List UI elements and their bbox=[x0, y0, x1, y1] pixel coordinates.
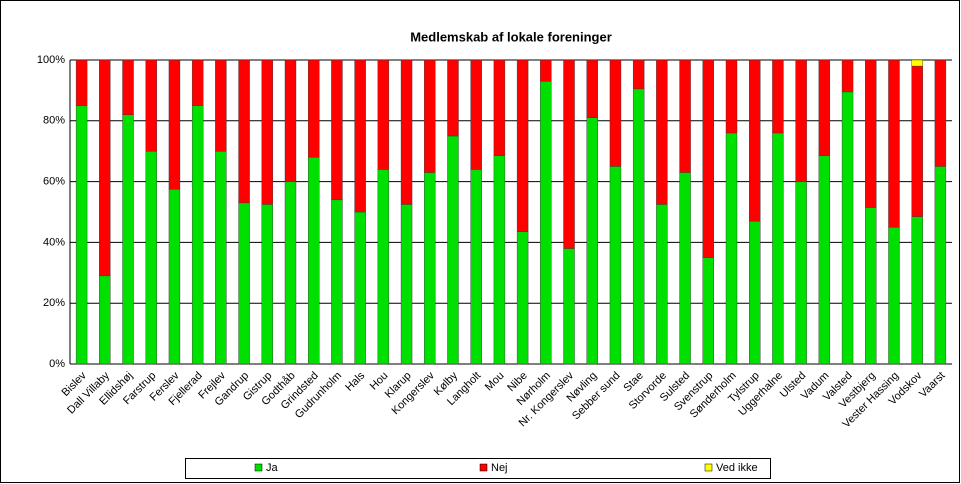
bar-segment bbox=[934, 59, 947, 167]
bar-segment bbox=[377, 169, 390, 365]
legend-box bbox=[185, 458, 771, 479]
bar-segment bbox=[911, 65, 923, 217]
bar-segment bbox=[447, 59, 459, 137]
bar-segment bbox=[122, 114, 134, 365]
bar-segment bbox=[424, 172, 436, 365]
bar-segment bbox=[447, 135, 459, 365]
bar-segment bbox=[145, 150, 157, 365]
bar-segment bbox=[470, 169, 482, 365]
bar-segment bbox=[377, 59, 390, 170]
bar-segment bbox=[122, 59, 134, 115]
bar-segment bbox=[516, 231, 529, 365]
y-tick-label: 60% bbox=[43, 176, 65, 188]
bar-segment bbox=[841, 91, 854, 365]
bar-segment bbox=[795, 181, 807, 365]
bar-segment bbox=[99, 275, 111, 365]
bar-segment bbox=[841, 59, 854, 93]
bar-segment bbox=[516, 59, 529, 232]
bar-segment bbox=[818, 59, 831, 156]
bar-segment bbox=[215, 59, 227, 152]
bar-segment bbox=[284, 181, 297, 365]
bar-segment bbox=[261, 204, 273, 365]
bar-segment bbox=[215, 150, 227, 365]
bar-segment bbox=[656, 204, 668, 365]
bar-segment bbox=[632, 59, 645, 90]
bar-segment bbox=[168, 59, 181, 190]
bar-segment bbox=[191, 59, 204, 106]
bar-segment bbox=[609, 59, 622, 167]
bar-segment bbox=[308, 157, 320, 365]
bar-segment bbox=[75, 105, 88, 365]
bar-segment bbox=[911, 59, 923, 67]
bar-segment bbox=[818, 155, 831, 365]
bar-segment bbox=[934, 166, 947, 365]
bar-segment bbox=[865, 207, 877, 365]
bar-segment bbox=[911, 216, 923, 365]
bar-segment bbox=[656, 59, 668, 205]
legend-label: Ja bbox=[266, 462, 279, 474]
bar-segment bbox=[470, 59, 482, 170]
bar-segment bbox=[331, 59, 343, 201]
bar-segment bbox=[75, 59, 88, 106]
bar-segment bbox=[725, 59, 738, 134]
bar-segment bbox=[795, 59, 807, 182]
bar-segment bbox=[238, 59, 250, 204]
bar-segment bbox=[168, 188, 181, 365]
bar-segment bbox=[632, 88, 645, 365]
bar-segment bbox=[331, 199, 343, 365]
legend-swatch bbox=[254, 463, 263, 472]
chart-title: Medlemskab af lokale foreninger bbox=[410, 29, 612, 44]
bar-segment bbox=[888, 59, 900, 228]
bar-segment bbox=[586, 117, 598, 365]
bar-segment bbox=[99, 59, 111, 277]
bar-segment bbox=[702, 59, 714, 258]
bar-segment bbox=[400, 59, 413, 205]
bar-segment bbox=[354, 211, 366, 365]
bar-segment bbox=[238, 202, 250, 365]
y-tick-label: 0% bbox=[49, 358, 65, 370]
bar-segment bbox=[679, 59, 691, 173]
bar-segment bbox=[772, 59, 784, 134]
bar-segment bbox=[725, 132, 738, 365]
bar-segment bbox=[400, 204, 413, 365]
legend-swatch bbox=[704, 463, 713, 472]
bar-segment bbox=[493, 155, 506, 365]
bar-segment bbox=[609, 166, 622, 365]
bar-segment bbox=[191, 105, 204, 365]
legend-swatch bbox=[479, 463, 488, 472]
bar-segment bbox=[679, 172, 691, 365]
bar-segment bbox=[540, 59, 552, 82]
bar-segment bbox=[563, 248, 575, 365]
legend-label: Ved ikke bbox=[716, 462, 758, 474]
bar-segment bbox=[284, 59, 297, 182]
bar-segment bbox=[563, 59, 575, 249]
bar-segment bbox=[424, 59, 436, 173]
bar-segment bbox=[702, 257, 714, 365]
legend-label: Nej bbox=[491, 462, 508, 474]
bar-segment bbox=[493, 59, 506, 156]
y-tick-label: 100% bbox=[37, 54, 65, 66]
bar-segment bbox=[145, 59, 157, 152]
bar-segment bbox=[749, 220, 761, 365]
bar-segment bbox=[865, 59, 877, 208]
bar-segment bbox=[749, 59, 761, 222]
y-tick-label: 40% bbox=[43, 236, 65, 248]
bar-segment bbox=[540, 81, 552, 365]
y-tick-label: 80% bbox=[43, 115, 65, 127]
bar-segment bbox=[308, 59, 320, 158]
bar-segment bbox=[354, 59, 366, 213]
bar-segment bbox=[772, 132, 784, 365]
y-tick-label: 20% bbox=[43, 297, 65, 309]
bar-segment bbox=[586, 59, 598, 118]
bar-segment bbox=[261, 59, 273, 205]
bar-segment bbox=[888, 226, 900, 365]
